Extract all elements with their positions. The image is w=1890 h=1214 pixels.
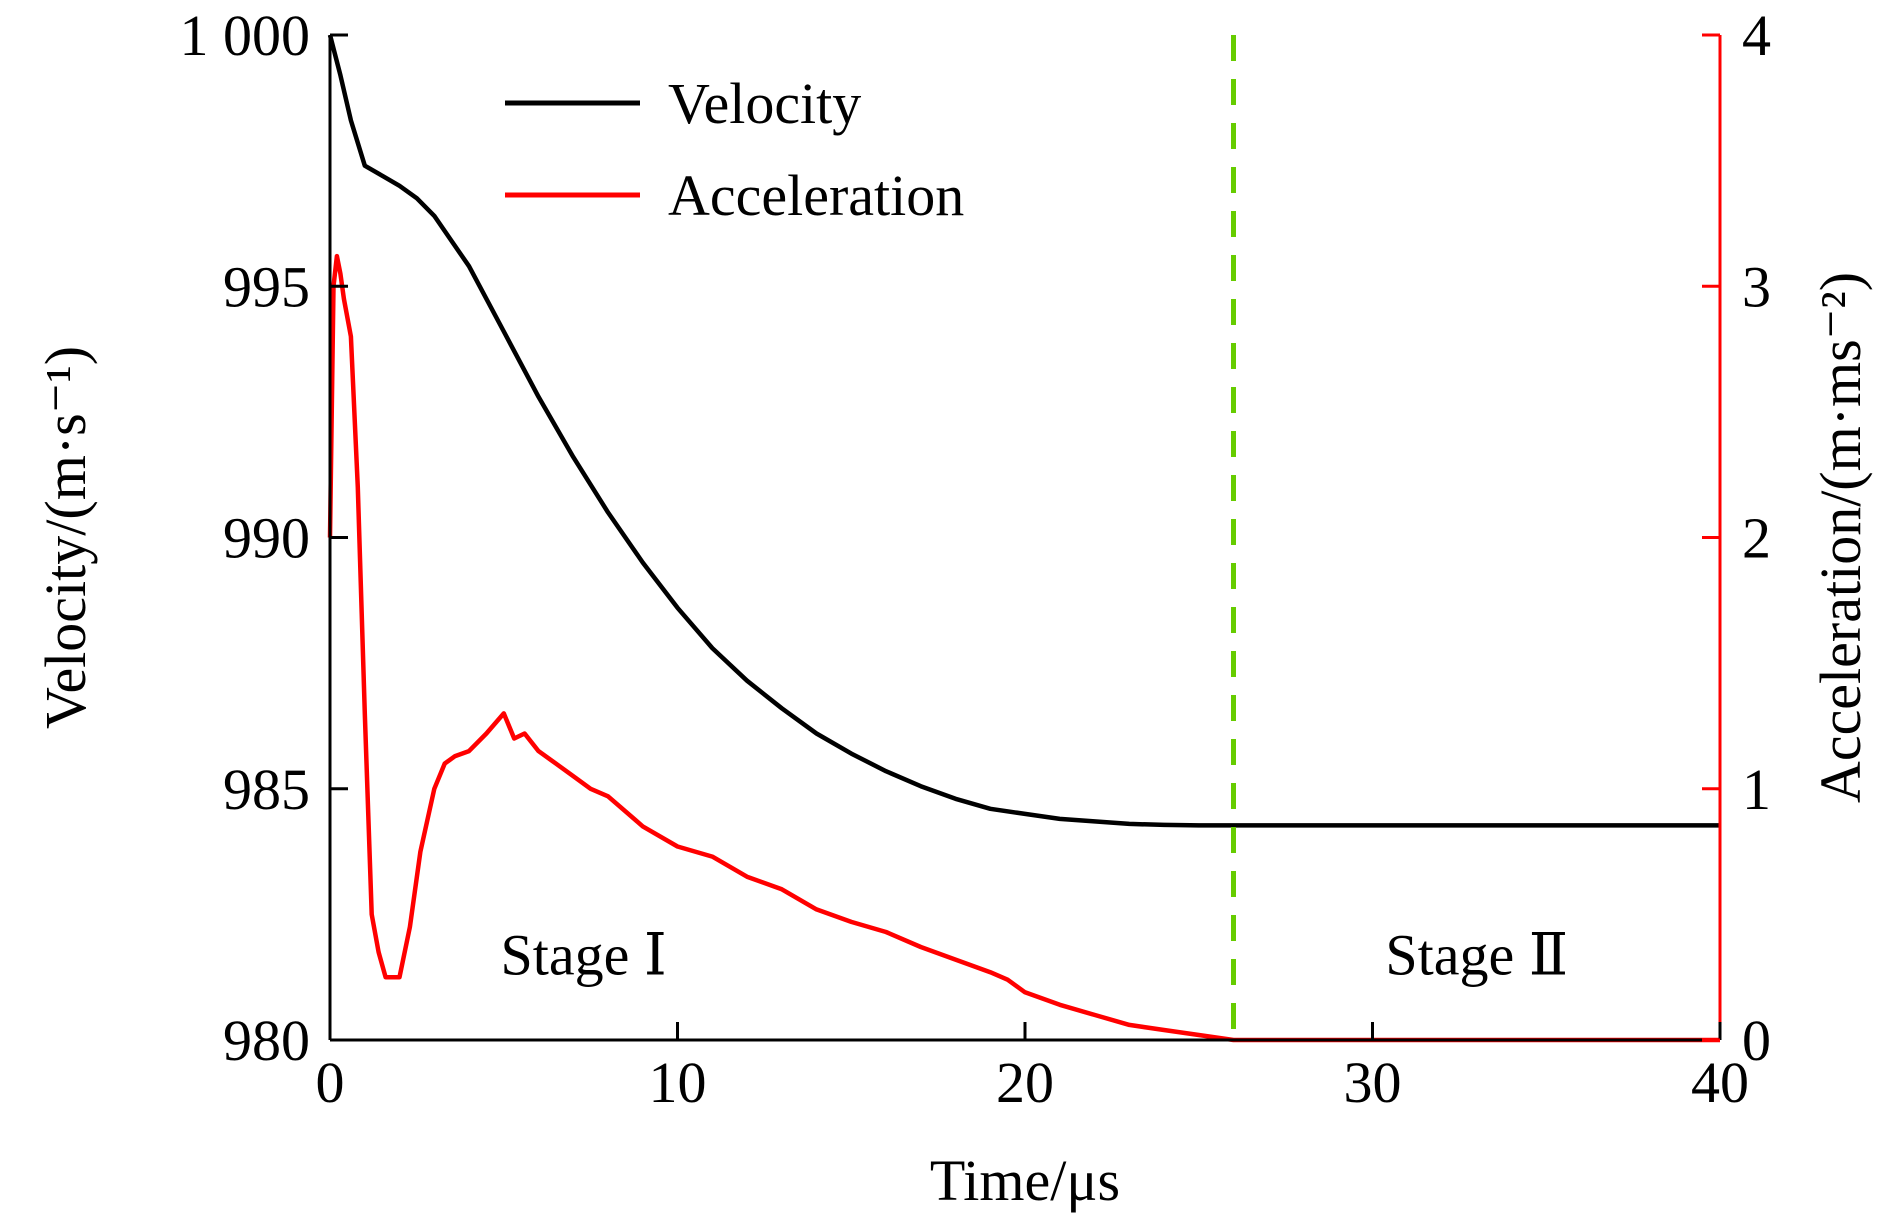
y-tick-label: 990 xyxy=(223,506,310,571)
stage-label-1: Stage Ⅰ xyxy=(501,923,667,988)
x-axis-title: Time/μs xyxy=(930,1148,1120,1213)
y2-tick-label: 3 xyxy=(1742,254,1771,319)
stage-label-2: Stage Ⅱ xyxy=(1385,923,1568,988)
x-tick-label: 40 xyxy=(1691,1050,1749,1115)
y2-axis-title: Acceleration/(m·ms⁻²) xyxy=(1808,272,1873,803)
series-line-velocity xyxy=(327,34,1720,828)
legend: Velocity Acceleration xyxy=(505,71,964,228)
x-tick-label: 0 xyxy=(316,1050,345,1115)
y2-tick-label: 1 xyxy=(1742,757,1771,822)
x-tick-label: 20 xyxy=(996,1050,1054,1115)
y-tick-label: 985 xyxy=(223,757,310,822)
series-layer xyxy=(327,34,1720,1043)
x-tick-label: 10 xyxy=(649,1050,707,1115)
x-tick-label: 30 xyxy=(1344,1050,1402,1115)
series-line-acceleration xyxy=(327,253,1720,1043)
y2-tick-label: 4 xyxy=(1742,3,1771,68)
legend-label-velocity: Velocity xyxy=(668,71,861,136)
y-tick-label: 980 xyxy=(223,1008,310,1073)
y2-tick-label: 0 xyxy=(1742,1008,1771,1073)
annotation-layer: Stage Ⅰ Stage Ⅱ xyxy=(501,35,1568,1040)
y-tick-label: 1 000 xyxy=(180,3,311,68)
y2-tick-label: 2 xyxy=(1742,506,1771,571)
legend-label-acceleration: Acceleration xyxy=(668,163,964,228)
y-tick-label: 995 xyxy=(223,254,310,319)
y-axis-title: Velocity/(m·s⁻¹) xyxy=(33,346,98,729)
axes-layer: 0 10 20 30 40 980 985 990 995 1 000 0 1 2 3 4 Time/μs Ve… xyxy=(33,3,1873,1213)
